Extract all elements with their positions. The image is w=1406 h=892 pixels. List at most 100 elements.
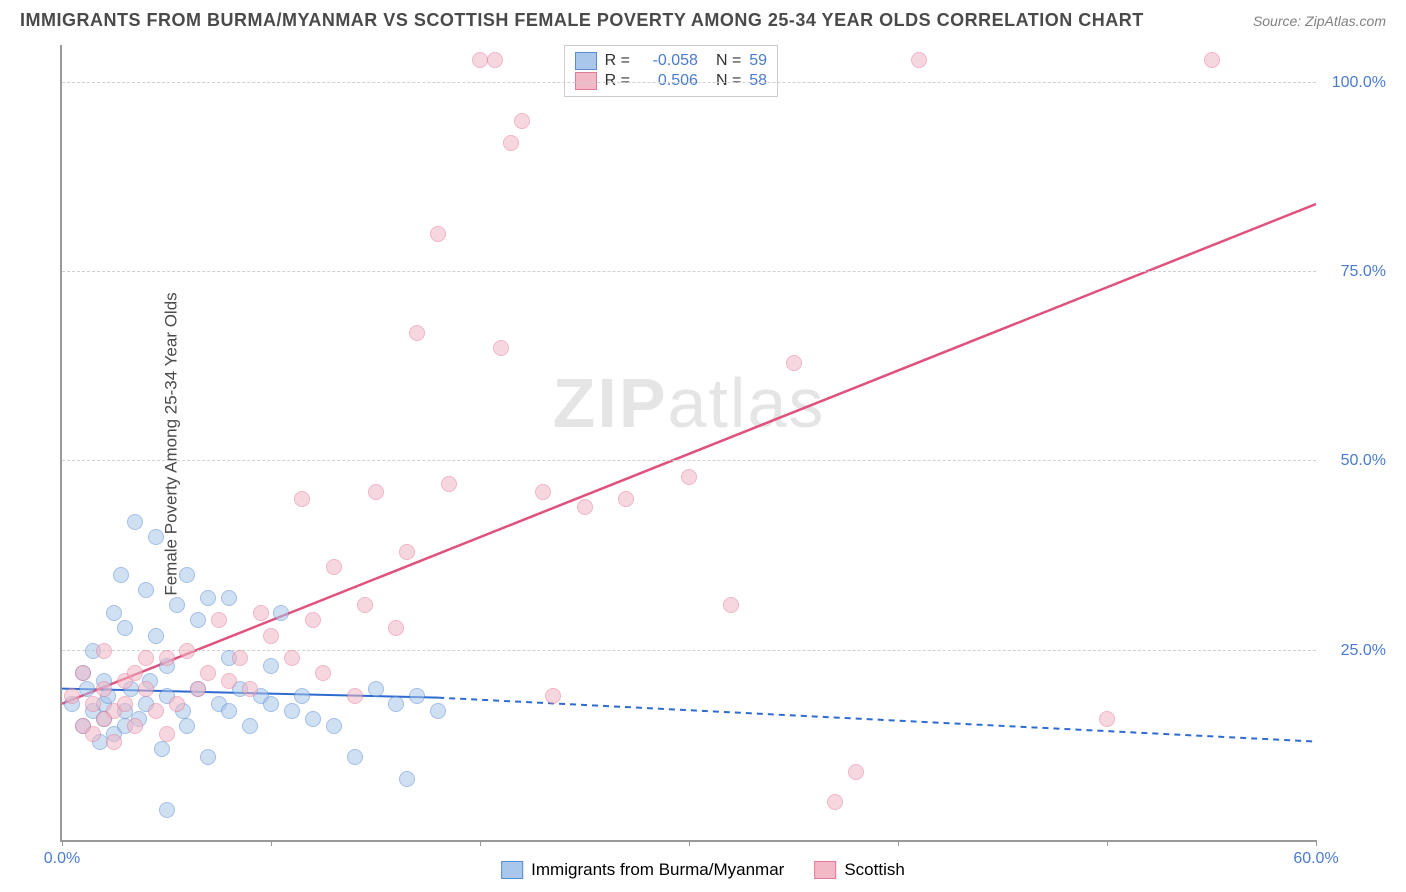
data-point (190, 612, 206, 628)
data-point (305, 711, 321, 727)
data-point (127, 718, 143, 734)
data-point (326, 718, 342, 734)
y-tick-label: 50.0% (1341, 452, 1386, 470)
data-point (117, 620, 133, 636)
y-tick-label: 25.0% (1341, 642, 1386, 660)
data-point (263, 658, 279, 674)
gridline (62, 460, 1316, 461)
data-point (211, 612, 227, 628)
x-tick-mark (480, 840, 481, 846)
x-tick-mark (898, 840, 899, 846)
data-point (388, 696, 404, 712)
data-point (1204, 52, 1220, 68)
data-point (315, 665, 331, 681)
plot-area: ZIPatlas R = -0.058 N = 59 R = 0.506 N =… (60, 45, 1316, 842)
chart-title: IMMIGRANTS FROM BURMA/MYANMAR VS SCOTTIS… (20, 10, 1144, 31)
data-point (388, 620, 404, 636)
data-point (79, 681, 95, 697)
data-point (138, 582, 154, 598)
data-point (106, 734, 122, 750)
data-point (368, 484, 384, 500)
data-point (827, 794, 843, 810)
data-point (117, 696, 133, 712)
chart-container: Female Poverty Among 25-34 Year Olds ZIP… (60, 45, 1316, 842)
data-point (221, 673, 237, 689)
data-point (200, 749, 216, 765)
data-point (294, 688, 310, 704)
data-point (159, 802, 175, 818)
legend-stat-row: R = -0.058 N = 59 (575, 52, 767, 70)
gridline (62, 82, 1316, 83)
data-point (545, 688, 561, 704)
legend-r-label: R = (605, 52, 630, 70)
data-point (368, 681, 384, 697)
header: IMMIGRANTS FROM BURMA/MYANMAR VS SCOTTIS… (0, 0, 1406, 36)
legend-label: Scottish (844, 860, 904, 880)
data-point (242, 681, 258, 697)
data-point (179, 567, 195, 583)
source-label: Source: ZipAtlas.com (1253, 13, 1386, 29)
data-point (399, 771, 415, 787)
data-point (159, 650, 175, 666)
data-point (263, 696, 279, 712)
data-point (127, 665, 143, 681)
gridline (62, 271, 1316, 272)
data-point (253, 605, 269, 621)
data-point (284, 703, 300, 719)
data-point (493, 340, 509, 356)
data-point (169, 597, 185, 613)
data-point (159, 726, 175, 742)
data-point (263, 628, 279, 644)
data-point (848, 764, 864, 780)
data-point (106, 605, 122, 621)
data-point (190, 681, 206, 697)
legend-stats: R = -0.058 N = 59 R = 0.506 N = 58 (564, 45, 778, 97)
legend-swatch (575, 52, 597, 70)
y-tick-label: 100.0% (1332, 74, 1386, 92)
data-point (148, 529, 164, 545)
data-point (179, 643, 195, 659)
data-point (786, 355, 802, 371)
legend-item: Immigrants from Burma/Myanmar (501, 860, 784, 880)
data-point (221, 703, 237, 719)
data-point (294, 491, 310, 507)
data-point (113, 567, 129, 583)
data-point (503, 135, 519, 151)
x-tick-mark (62, 840, 63, 846)
legend-item: Scottish (814, 860, 904, 880)
data-point (472, 52, 488, 68)
gridline (62, 650, 1316, 651)
legend-bottom: Immigrants from Burma/Myanmar Scottish (501, 860, 905, 880)
data-point (399, 544, 415, 560)
x-tick-label: 60.0% (1293, 850, 1338, 868)
legend-r-value: -0.058 (638, 52, 698, 70)
x-tick-mark (1316, 840, 1317, 846)
x-tick-mark (271, 840, 272, 846)
data-point (430, 226, 446, 242)
data-point (305, 612, 321, 628)
data-point (242, 718, 258, 734)
data-point (127, 514, 143, 530)
data-point (96, 643, 112, 659)
data-point (200, 665, 216, 681)
legend-label: Immigrants from Burma/Myanmar (531, 860, 784, 880)
data-point (1099, 711, 1115, 727)
data-point (326, 559, 342, 575)
legend-swatch (814, 861, 836, 879)
data-point (75, 665, 91, 681)
data-point (409, 325, 425, 341)
data-point (179, 718, 195, 734)
data-point (514, 113, 530, 129)
data-point (148, 703, 164, 719)
data-point (138, 650, 154, 666)
data-point (535, 484, 551, 500)
data-point (347, 749, 363, 765)
data-point (169, 696, 185, 712)
data-point (232, 650, 248, 666)
data-point (221, 590, 237, 606)
legend-swatch (501, 861, 523, 879)
legend-n-label: N = (716, 52, 741, 70)
data-point (441, 476, 457, 492)
data-point (138, 681, 154, 697)
data-point (148, 628, 164, 644)
